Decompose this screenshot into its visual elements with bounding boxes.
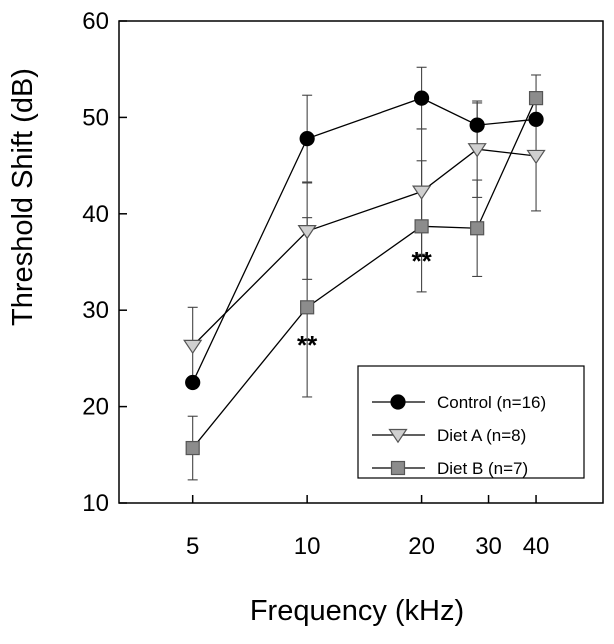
y-tick-label: 40 [82, 201, 109, 228]
y-axis-label: Threshold Shift (dB) [7, 68, 39, 326]
plot-area-frame [118, 20, 604, 504]
legend-label: Control (n=16) [437, 393, 546, 412]
series-1-point [413, 90, 430, 106]
legend-box [357, 365, 585, 479]
series-2-line [192, 148, 537, 347]
legend-label: Diet B (n=7) [437, 459, 528, 478]
x-tick-label: 40 [523, 533, 550, 560]
x-tick-label: 30 [475, 533, 502, 560]
x-axis-label: Frequency (kHz) [250, 595, 464, 627]
significance-annotation: ** [297, 330, 318, 360]
series-1-point [185, 374, 201, 391]
y-tick-label: 10 [82, 490, 109, 517]
series-2-point [411, 185, 432, 200]
series-3-point [185, 440, 200, 456]
y-tick-label: 20 [82, 394, 109, 421]
legend-marker [388, 428, 408, 444]
series-1-point [528, 111, 544, 127]
y-axis: 10 20 30 40 50 60 [82, 8, 127, 517]
series-1-line [192, 97, 537, 383]
series-3-point [470, 221, 485, 236]
legend-label: Diet A (n=8) [437, 426, 526, 445]
y-tick-label: 60 [82, 8, 109, 35]
legend-marker [390, 394, 406, 410]
x-tick-label: 5 [186, 533, 199, 560]
legend: Control (n=16) Diet A (n=8) Diet B (n=7) [357, 365, 585, 479]
series-3-point [300, 300, 315, 315]
series-2-point [467, 143, 487, 158]
x-tick-label: 10 [294, 533, 321, 560]
series-2-point [183, 339, 203, 355]
series-1-point [469, 117, 485, 133]
significance-annotation: ** [411, 246, 432, 276]
series-3-point [528, 91, 544, 106]
series-2-point [526, 149, 546, 165]
series-1-point [299, 131, 315, 147]
x-axis: 5 10 20 30 40 [186, 495, 549, 560]
legend-marker [390, 460, 406, 476]
y-tick-label: 50 [82, 104, 109, 131]
x-tick-label: 20 [408, 533, 435, 560]
series-3-point [414, 219, 429, 234]
annotations: ** ** [297, 246, 433, 360]
y-tick-label: 30 [82, 297, 109, 324]
series-markers [183, 90, 546, 456]
series-2-point [297, 225, 317, 240]
